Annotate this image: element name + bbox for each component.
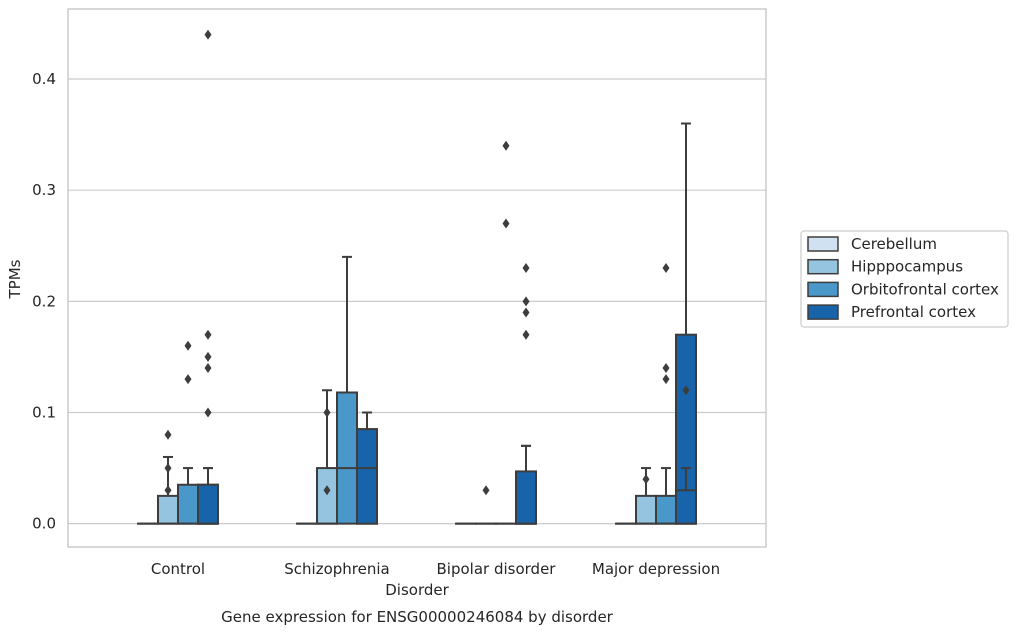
outlier-point [164, 463, 172, 474]
x-tick-label: Bipolar disorder [437, 560, 557, 578]
box-body [515, 470, 537, 525]
legend-label: Cerebellum [851, 235, 937, 253]
outlier-point [184, 374, 192, 385]
x-tick-label: Schizophrenia [284, 560, 389, 578]
legend-swatch [807, 304, 839, 320]
box-body [655, 494, 677, 525]
box-body [336, 391, 358, 525]
box-extra-2 [515, 262, 537, 525]
y-tick-label: 0.1 [32, 404, 56, 422]
chart-caption: Gene expression for ENSG00000246084 by d… [221, 608, 614, 626]
outlier-point [323, 407, 331, 418]
legend: Cerebellum Hipppocampus Orbitofrontal cort… [800, 230, 1009, 328]
outlier-point [204, 363, 212, 374]
legend-label: Orbitofrontal cortex [851, 280, 999, 298]
box-body [316, 467, 338, 525]
outlier-point [682, 385, 690, 396]
box-body [675, 489, 697, 525]
legend-label: Hipppocampus [851, 258, 963, 276]
box-body [197, 483, 219, 525]
box-prefrontal-cortex-0 [197, 29, 219, 525]
box-orbitofrontal-cortex-1 [336, 255, 358, 525]
box-extra-1 [356, 411, 378, 525]
legend-label: Prefrontal cortex [851, 303, 976, 321]
box-body [356, 428, 378, 525]
box-orbitofrontal-cortex-3 [655, 262, 677, 525]
plot-frame [67, 8, 767, 548]
box-orbitofrontal-cortex-2 [495, 140, 517, 525]
legend-frame [800, 230, 1009, 328]
y-tick-label: 0.0 [32, 515, 56, 533]
outlier-point [522, 262, 530, 273]
box-hipppocampus-2 [475, 485, 497, 525]
legend-swatch [807, 236, 839, 252]
outlier-point [502, 140, 510, 151]
legend-swatch [807, 258, 839, 275]
box-hipppocampus-0 [157, 429, 179, 525]
y-axis-label: TPMs [6, 259, 24, 299]
y-tick-label: 0.2 [32, 292, 56, 310]
outlier-point [164, 485, 172, 496]
outlier-point [662, 363, 670, 374]
outlier-point [642, 474, 650, 485]
outlier-point [522, 296, 530, 307]
plot-boxes [137, 29, 697, 525]
box-body [157, 494, 179, 525]
outlier-point [323, 485, 331, 496]
outlier-point [204, 29, 212, 40]
outlier-point [204, 351, 212, 362]
box-extra-3 [675, 385, 697, 525]
box-hipppocampus-3 [635, 467, 657, 525]
outlier-point [662, 262, 670, 273]
outlier-point [164, 429, 172, 440]
box-orbitofrontal-cortex-0 [177, 340, 199, 525]
outlier-point [662, 374, 670, 385]
x-axis-label: Disorder [385, 581, 449, 599]
box-body [177, 483, 199, 525]
outlier-point [482, 485, 490, 496]
y-tick-label: 0.4 [32, 70, 56, 88]
outlier-point [522, 307, 530, 318]
outlier-point [204, 329, 212, 340]
outlier-point [502, 218, 510, 229]
outlier-point [184, 340, 192, 351]
box-prefrontal-cortex-3 [675, 122, 697, 525]
plot-area-border [67, 8, 767, 548]
outlier-point [204, 407, 212, 418]
outlier-point [522, 329, 530, 340]
x-tick-label: Control [151, 560, 205, 578]
y-tick-label: 0.3 [32, 181, 56, 199]
box-hipppocampus-1 [316, 389, 338, 525]
axes: 0.0 0.1 0.2 0.3 0.4 Control Schizophrenia Bipol… [32, 70, 720, 578]
x-tick-label: Major depression [592, 560, 720, 578]
legend-swatch [807, 281, 839, 298]
box-extra-0 [197, 363, 219, 525]
box-body [635, 494, 657, 525]
